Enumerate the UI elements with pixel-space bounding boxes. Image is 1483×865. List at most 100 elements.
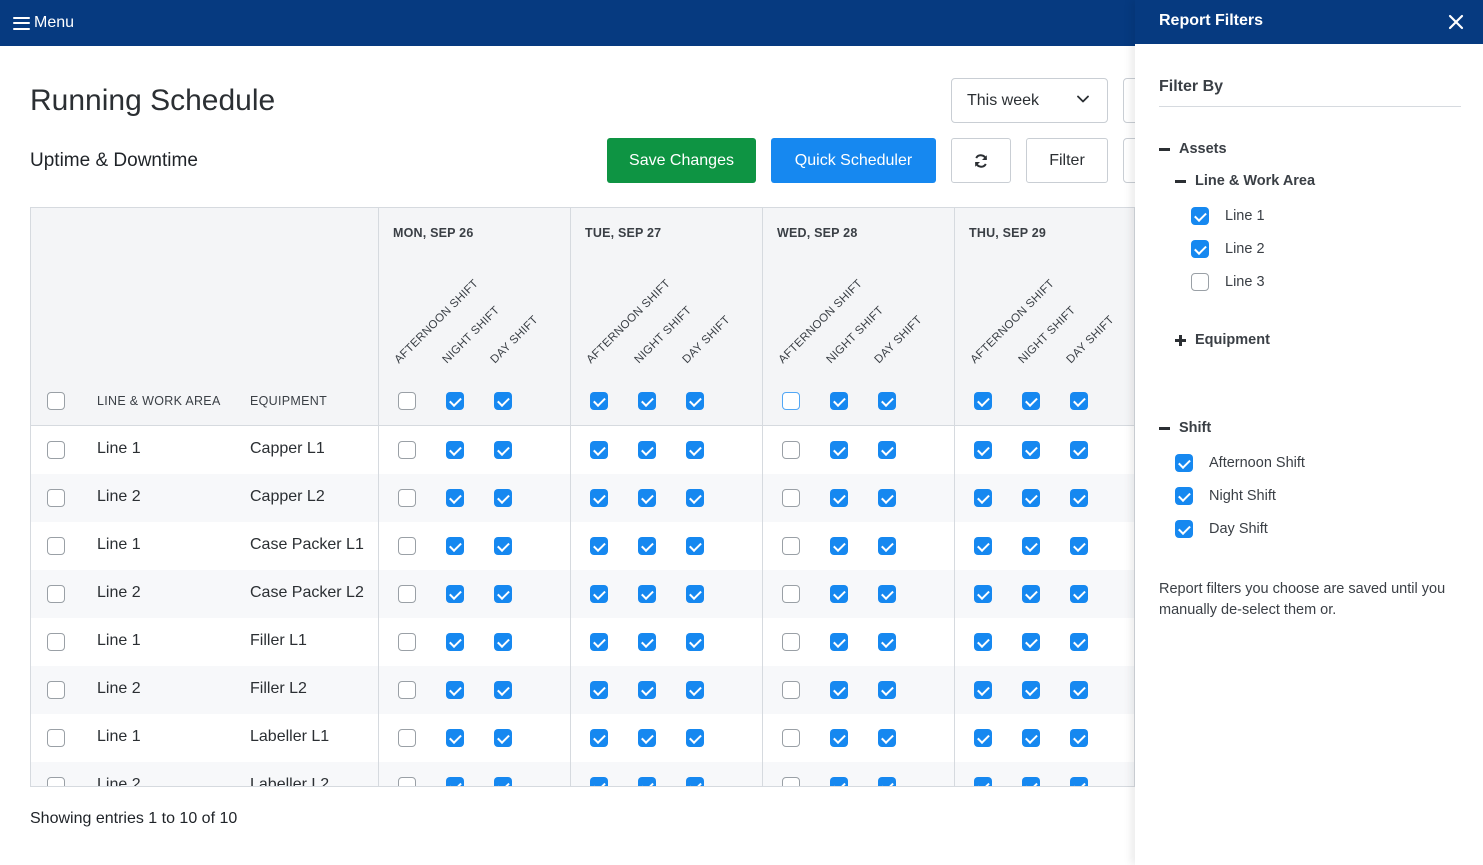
shift-checkbox[interactable] bbox=[782, 633, 800, 651]
assets-toggle[interactable]: Assets bbox=[1159, 141, 1227, 157]
menu-button[interactable]: Menu bbox=[13, 11, 74, 35]
shift-checkbox[interactable] bbox=[446, 729, 464, 747]
shift-checkbox[interactable] bbox=[638, 681, 656, 699]
shift-checkbox[interactable] bbox=[878, 441, 896, 459]
line-filter-checkbox[interactable] bbox=[1191, 273, 1209, 291]
row-select-checkbox[interactable] bbox=[47, 441, 65, 459]
shift-checkbox[interactable] bbox=[830, 729, 848, 747]
shift-checkbox[interactable] bbox=[1070, 633, 1088, 651]
shift-toggle[interactable]: Shift bbox=[1159, 420, 1211, 436]
shift-checkbox[interactable] bbox=[1070, 489, 1088, 507]
shift-checkbox[interactable] bbox=[1070, 585, 1088, 603]
line-filter-label[interactable]: Line 3 bbox=[1225, 274, 1265, 290]
shift-checkbox[interactable] bbox=[446, 537, 464, 555]
equipment-toggle[interactable]: Equipment bbox=[1175, 332, 1270, 348]
shift-checkbox[interactable] bbox=[494, 441, 512, 459]
shift-checkbox[interactable] bbox=[830, 633, 848, 651]
shift-checkbox[interactable] bbox=[1022, 633, 1040, 651]
row-select-checkbox[interactable] bbox=[47, 633, 65, 651]
shift-checkbox[interactable] bbox=[878, 585, 896, 603]
shift-checkbox[interactable] bbox=[974, 489, 992, 507]
shift-filter-label[interactable]: Day Shift bbox=[1209, 521, 1268, 537]
shift-checkbox[interactable] bbox=[686, 633, 704, 651]
shift-checkbox[interactable] bbox=[686, 489, 704, 507]
shift-checkbox[interactable] bbox=[1070, 537, 1088, 555]
shift-filter-label[interactable]: Night Shift bbox=[1209, 488, 1276, 504]
shift-checkbox[interactable] bbox=[590, 729, 608, 747]
shift-column-checkbox[interactable] bbox=[1070, 392, 1088, 410]
shift-checkbox[interactable] bbox=[830, 489, 848, 507]
select-all-checkbox[interactable] bbox=[47, 392, 65, 410]
shift-column-checkbox[interactable] bbox=[686, 392, 704, 410]
shift-checkbox[interactable] bbox=[1022, 489, 1040, 507]
shift-checkbox[interactable] bbox=[638, 585, 656, 603]
shift-column-checkbox[interactable] bbox=[494, 392, 512, 410]
shift-checkbox[interactable] bbox=[1070, 441, 1088, 459]
shift-column-checkbox[interactable] bbox=[782, 392, 800, 410]
shift-checkbox[interactable] bbox=[782, 441, 800, 459]
shift-checkbox[interactable] bbox=[590, 681, 608, 699]
filter-button[interactable]: Filter bbox=[1026, 138, 1108, 183]
shift-filter-checkbox[interactable] bbox=[1175, 520, 1193, 538]
shift-checkbox[interactable] bbox=[446, 489, 464, 507]
row-select-checkbox[interactable] bbox=[47, 585, 65, 603]
shift-checkbox[interactable] bbox=[1022, 681, 1040, 699]
shift-checkbox[interactable] bbox=[398, 777, 416, 786]
shift-checkbox[interactable] bbox=[1022, 777, 1040, 786]
shift-checkbox[interactable] bbox=[830, 537, 848, 555]
shift-checkbox[interactable] bbox=[782, 777, 800, 786]
shift-checkbox[interactable] bbox=[398, 633, 416, 651]
shift-checkbox[interactable] bbox=[830, 585, 848, 603]
shift-checkbox[interactable] bbox=[494, 489, 512, 507]
line-filter-label[interactable]: Line 2 bbox=[1225, 241, 1265, 257]
row-select-checkbox[interactable] bbox=[47, 729, 65, 747]
shift-checkbox[interactable] bbox=[782, 729, 800, 747]
shift-checkbox[interactable] bbox=[782, 489, 800, 507]
shift-checkbox[interactable] bbox=[974, 729, 992, 747]
shift-checkbox[interactable] bbox=[686, 681, 704, 699]
shift-filter-checkbox[interactable] bbox=[1175, 454, 1193, 472]
row-select-checkbox[interactable] bbox=[47, 537, 65, 555]
shift-checkbox[interactable] bbox=[686, 777, 704, 786]
shift-checkbox[interactable] bbox=[830, 441, 848, 459]
shift-checkbox[interactable] bbox=[446, 777, 464, 786]
shift-checkbox[interactable] bbox=[590, 585, 608, 603]
shift-checkbox[interactable] bbox=[590, 489, 608, 507]
shift-checkbox[interactable] bbox=[1022, 585, 1040, 603]
shift-checkbox[interactable] bbox=[974, 633, 992, 651]
shift-checkbox[interactable] bbox=[1022, 441, 1040, 459]
shift-checkbox[interactable] bbox=[590, 441, 608, 459]
line-filter-checkbox[interactable] bbox=[1191, 240, 1209, 258]
shift-checkbox[interactable] bbox=[974, 777, 992, 786]
shift-checkbox[interactable] bbox=[878, 777, 896, 786]
shift-checkbox[interactable] bbox=[446, 681, 464, 699]
shift-checkbox[interactable] bbox=[830, 777, 848, 786]
shift-checkbox[interactable] bbox=[638, 537, 656, 555]
line-work-area-toggle[interactable]: Line & Work Area bbox=[1175, 173, 1315, 189]
shift-filter-label[interactable]: Afternoon Shift bbox=[1209, 455, 1305, 471]
shift-checkbox[interactable] bbox=[782, 681, 800, 699]
shift-checkbox[interactable] bbox=[686, 729, 704, 747]
shift-checkbox[interactable] bbox=[878, 489, 896, 507]
shift-checkbox[interactable] bbox=[494, 537, 512, 555]
shift-checkbox[interactable] bbox=[398, 681, 416, 699]
shift-checkbox[interactable] bbox=[782, 585, 800, 603]
shift-column-checkbox[interactable] bbox=[830, 392, 848, 410]
shift-column-checkbox[interactable] bbox=[398, 392, 416, 410]
shift-column-checkbox[interactable] bbox=[1022, 392, 1040, 410]
save-changes-button[interactable]: Save Changes bbox=[607, 138, 756, 183]
shift-checkbox[interactable] bbox=[638, 489, 656, 507]
shift-checkbox[interactable] bbox=[686, 441, 704, 459]
shift-checkbox[interactable] bbox=[974, 681, 992, 699]
row-select-checkbox[interactable] bbox=[47, 777, 65, 786]
shift-checkbox[interactable] bbox=[590, 633, 608, 651]
close-icon[interactable] bbox=[1447, 13, 1465, 31]
shift-column-checkbox[interactable] bbox=[878, 392, 896, 410]
shift-checkbox[interactable] bbox=[398, 489, 416, 507]
line-filter-label[interactable]: Line 1 bbox=[1225, 208, 1265, 224]
shift-checkbox[interactable] bbox=[638, 441, 656, 459]
shift-column-checkbox[interactable] bbox=[446, 392, 464, 410]
shift-checkbox[interactable] bbox=[878, 729, 896, 747]
quick-scheduler-button[interactable]: Quick Scheduler bbox=[771, 138, 936, 183]
shift-checkbox[interactable] bbox=[638, 729, 656, 747]
